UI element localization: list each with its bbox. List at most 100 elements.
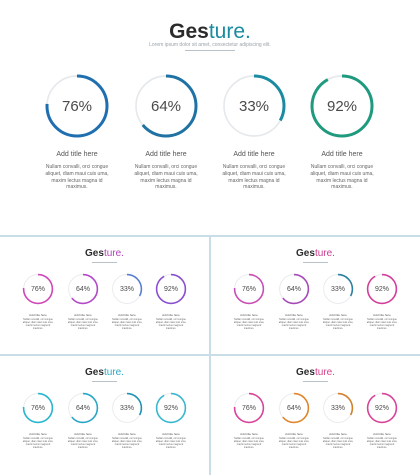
item-title: Add title here: [29, 432, 47, 436]
progress-ring-3: 33%: [322, 392, 354, 424]
progress-ring-1: 76%: [22, 273, 54, 305]
item-title: Add title here: [74, 313, 92, 317]
title-accent-part: ture.: [103, 248, 124, 259]
variant-slide-1: Gesture. 76% Add title here Nullam convalli…: [0, 237, 209, 354]
item-description: Nullam convalli, orci congue aliquet, dia…: [67, 318, 99, 331]
item-title: Add title here: [162, 313, 180, 317]
progress-ring-1: 76%: [233, 273, 265, 305]
item-description: Nullam convalli, orci congue aliquet, dia…: [67, 437, 99, 450]
item-title: Add title here: [373, 432, 391, 436]
title-divider: [185, 50, 235, 51]
main-slide: Gesture. Lorem ipsum dolor sit amet, con…: [0, 0, 420, 235]
item-description: Nullam convalli, orci congue aliquet, dia…: [22, 318, 54, 331]
percent-value: 33%: [238, 97, 270, 115]
item-description: Nullam convalli, orci congue aliquet, dia…: [278, 318, 310, 331]
progress-ring-3: 33%: [111, 392, 143, 424]
item-description: Nullam convalli, orci congue aliquet, dia…: [322, 318, 354, 331]
progress-ring-2: 64%: [133, 73, 199, 139]
percent-value: 92%: [163, 285, 178, 293]
ring-progress-arc: [222, 74, 286, 138]
title-accent-part: ture.: [103, 367, 124, 378]
progress-ring-4: 92%: [366, 273, 398, 305]
ring-progress-arc: [45, 74, 109, 138]
item-description: Nullam convalli, orci congue aliquet, dia…: [111, 318, 143, 331]
item-title: Add title here: [162, 432, 180, 436]
title-accent-part: ture.: [314, 367, 335, 378]
item-title: Add title here: [29, 313, 47, 317]
item-title: Add title here: [56, 151, 98, 158]
title-dark-part: Ges: [85, 367, 104, 378]
slide-title: Gesture.: [211, 248, 420, 259]
ring-progress-arc: [155, 392, 187, 424]
slide-title: Gesture.: [0, 248, 209, 259]
title-accent-part: ture.: [208, 20, 251, 43]
item-title: Add title here: [329, 313, 347, 317]
title-divider: [92, 381, 117, 382]
variant-slide-4: Gesture. 76% Add title here Nullam convalli…: [211, 356, 420, 475]
title-divider: [303, 262, 328, 263]
slide-subtitle: Lorem ipsum dolor sit amet, consectetur …: [149, 42, 271, 48]
progress-ring-2: 64%: [67, 273, 99, 305]
ring-progress-arc: [310, 74, 374, 138]
title-divider: [303, 381, 328, 382]
percent-value: 92%: [374, 404, 389, 412]
ring-progress-arc: [22, 392, 54, 424]
ring-progress-arc: [233, 273, 265, 305]
percent-value: 64%: [286, 285, 301, 293]
percent-value: 33%: [119, 285, 134, 293]
slide-title: Gesture.: [211, 367, 420, 378]
item-description: Nullam convalli, orci congue aliquet, dia…: [134, 164, 198, 191]
progress-ring-1: 76%: [233, 392, 265, 424]
ring-progress-arc: [278, 392, 310, 424]
ring-progress-arc: [366, 392, 398, 424]
item-title: Add title here: [240, 432, 258, 436]
percent-value: 64%: [286, 404, 301, 412]
item-title: Add title here: [145, 151, 187, 158]
title-dark-part: Ges: [296, 367, 315, 378]
ring-progress-arc: [111, 273, 143, 305]
ring-progress-arc: [67, 392, 99, 424]
item-description: Nullam convalli, orci congue aliquet, dia…: [222, 164, 286, 191]
percent-value: 33%: [330, 404, 345, 412]
item-description: Nullam convalli, orci congue aliquet, dia…: [233, 437, 265, 450]
percent-value: 76%: [61, 97, 93, 115]
item-description: Nullam convalli, orci congue aliquet, dia…: [22, 437, 54, 450]
title-dark-part: Ges: [85, 248, 104, 259]
ring-progress-arc: [155, 273, 187, 305]
percent-value: 92%: [163, 404, 178, 412]
item-description: Nullam convalli, orci congue aliquet, dia…: [233, 318, 265, 331]
title-dark-part: Ges: [296, 248, 315, 259]
percent-value: 76%: [241, 404, 256, 412]
progress-ring-4: 92%: [155, 273, 187, 305]
item-description: Nullam convalli, orci congue aliquet, dia…: [310, 164, 374, 191]
item-title: Add title here: [373, 313, 391, 317]
item-title: Add title here: [285, 313, 303, 317]
title-dark-part: Ges: [169, 20, 209, 43]
percent-value: 92%: [374, 285, 389, 293]
item-title: Add title here: [74, 432, 92, 436]
progress-ring-3: 33%: [221, 73, 287, 139]
variant-slide-3: Gesture. 76% Add title here Nullam convalli…: [0, 356, 209, 475]
ring-progress-arc: [111, 392, 143, 424]
item-title: Add title here: [240, 313, 258, 317]
ring-progress-arc: [22, 273, 54, 305]
slide-title: Gesture.: [0, 20, 420, 44]
percent-value: 76%: [241, 285, 256, 293]
progress-ring-2: 64%: [278, 273, 310, 305]
percent-value: 33%: [119, 404, 134, 412]
percent-value: 92%: [326, 97, 358, 115]
progress-ring-3: 33%: [322, 273, 354, 305]
item-title: Add title here: [118, 432, 136, 436]
item-description: Nullam convalli, orci congue aliquet, dia…: [366, 318, 398, 331]
percent-value: 64%: [150, 97, 182, 115]
item-description: Nullam convalli, orci congue aliquet, dia…: [278, 437, 310, 450]
ring-progress-arc: [322, 392, 354, 424]
title-accent-part: ture.: [314, 248, 335, 259]
item-description: Nullam convalli, orci congue aliquet, dia…: [155, 318, 187, 331]
item-title: Add title here: [118, 313, 136, 317]
ring-progress-arc: [134, 74, 198, 138]
progress-ring-4: 92%: [309, 73, 375, 139]
progress-ring-2: 64%: [67, 392, 99, 424]
item-title: Add title here: [321, 151, 363, 158]
item-description: Nullam convalli, orci congue aliquet, dia…: [111, 437, 143, 450]
